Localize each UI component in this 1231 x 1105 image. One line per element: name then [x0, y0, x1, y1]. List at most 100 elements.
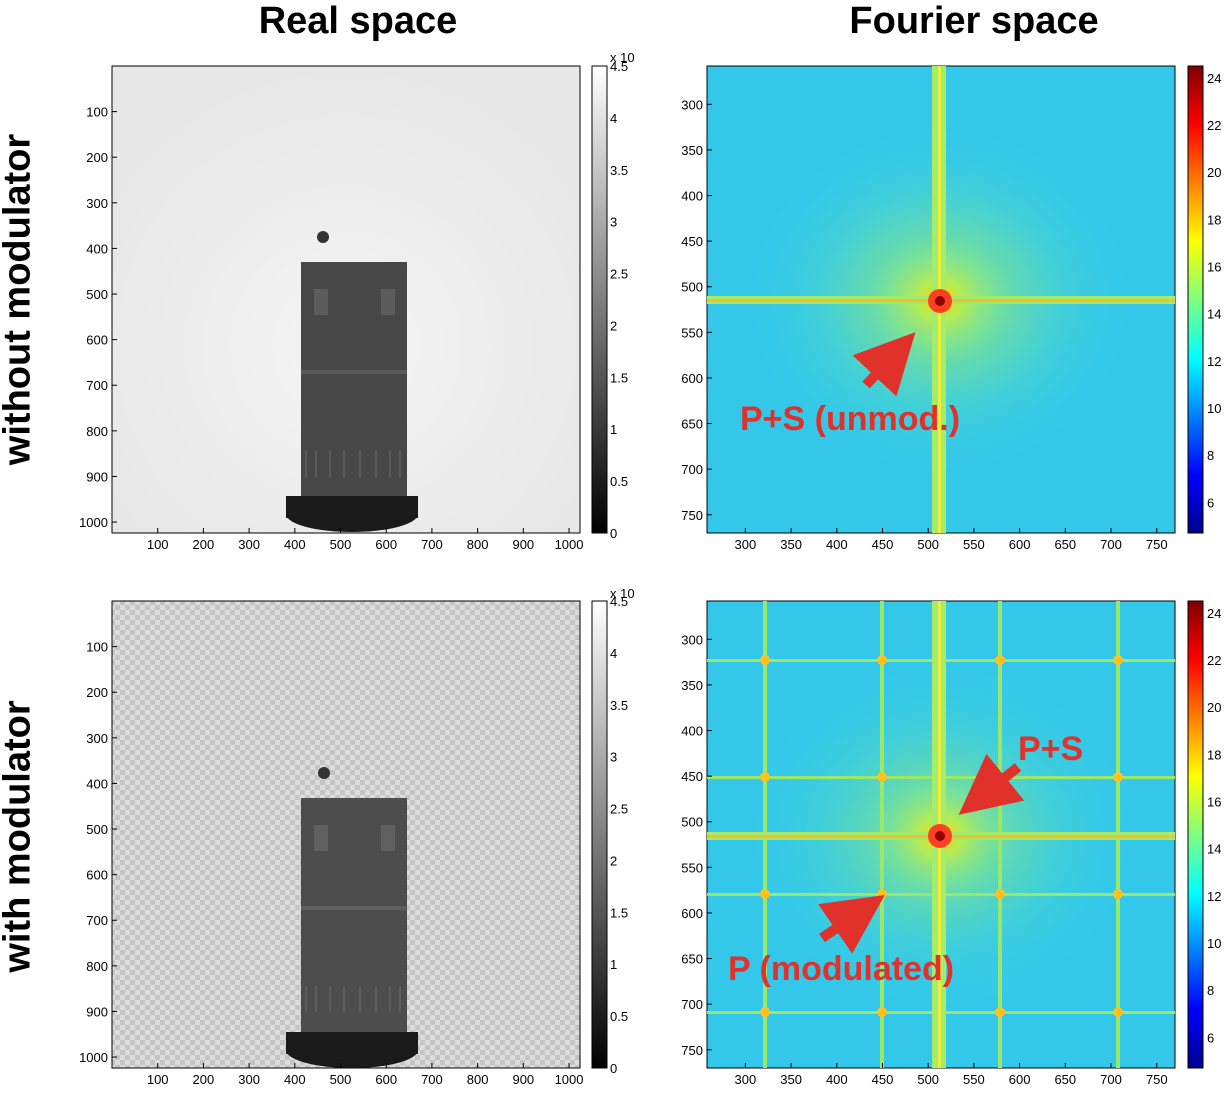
colorbar-multiplier-bottom: x 10 [610, 586, 635, 601]
colorbar-tick-label: 3 [610, 750, 617, 765]
x-tick-label: 600 [375, 1072, 397, 1087]
y-tick-label: 750 [681, 1043, 703, 1058]
x-tick-label: 600 [1009, 537, 1031, 552]
y-tick-label: 650 [681, 417, 703, 432]
arrows [818, 332, 1025, 954]
y-tick-label: 550 [681, 325, 703, 340]
y-tick-label: 100 [86, 105, 108, 120]
x-tick-label: 300 [238, 1072, 260, 1087]
annotation-bottom-ps: P+S [1018, 730, 1083, 768]
colorbar-tick-label: 16 [1207, 794, 1221, 809]
x-tick-label: 200 [193, 537, 215, 552]
colorbar-tick-label: 18 [1207, 212, 1221, 227]
y-tick-label: 200 [86, 685, 108, 700]
y-tick-label: 700 [86, 913, 108, 928]
colorbar-tick-label: 14 [1207, 307, 1221, 322]
y-tick-label: 700 [681, 462, 703, 477]
colorbar-tick-label: 0 [610, 1061, 617, 1076]
x-tick-label: 600 [1009, 1072, 1031, 1087]
colorbar-tick-label: 6 [1207, 1030, 1214, 1045]
x-tick-label: 650 [1054, 537, 1076, 552]
colorbar-tick-label: 1.5 [610, 370, 628, 385]
x-tick-label: 350 [780, 537, 802, 552]
x-tick-label: 700 [1100, 1072, 1122, 1087]
y-tick-label: 600 [86, 333, 108, 348]
colorbar-tick-label: 20 [1207, 165, 1221, 180]
colorbar-tick-label: 14 [1207, 842, 1221, 857]
y-tick-label: 400 [86, 241, 108, 256]
x-tick-label: 750 [1146, 537, 1168, 552]
y-tick-label: 1000 [79, 515, 108, 530]
y-tick-label: 500 [86, 287, 108, 302]
x-tick-label: 450 [872, 537, 894, 552]
x-tick-label: 800 [467, 537, 489, 552]
y-tick-label: 600 [681, 906, 703, 921]
x-tick-label: 900 [512, 537, 534, 552]
tick-layer: 100 200 300 400 500 600 700 800 900 1000100200300… [79, 59, 1221, 1087]
colorbar-tick-label: 10 [1207, 936, 1221, 951]
fourier-space-title: Fourier space [849, 0, 1099, 42]
fourier-panel-bottom [706, 600, 1176, 1069]
y-tick-label: 700 [681, 997, 703, 1012]
y-tick-label: 900 [86, 1004, 108, 1019]
colorbar-tick-label: 22 [1207, 118, 1221, 133]
colorbar-tick-label: 0.5 [610, 1009, 628, 1024]
y-tick-label: 400 [86, 776, 108, 791]
colorbar-tick-label: 2.5 [610, 267, 628, 282]
x-tick-label: 100 [147, 1072, 169, 1087]
y-tick-label: 200 [86, 150, 108, 165]
y-tick-label: 800 [86, 959, 108, 974]
colorbar-tick-label: 4 [610, 111, 617, 126]
colorbar-tick-label: 24 [1207, 71, 1221, 86]
colorbar-tick-label: 2 [610, 853, 617, 868]
x-tick-label: 550 [963, 1072, 985, 1087]
colorbar-tick-label: 12 [1207, 354, 1221, 369]
colorbar-tick-label: 4.5 [610, 594, 628, 609]
annotation-top: P+S (unmod.) [740, 400, 960, 438]
x-tick-label: 400 [284, 537, 306, 552]
colorbar-tick-label: 18 [1207, 747, 1221, 762]
y-tick-label: 350 [681, 143, 703, 158]
y-tick-label: 500 [681, 815, 703, 830]
arrow-ps [958, 753, 1025, 815]
x-tick-label: 600 [375, 537, 397, 552]
colorbar-tick-label: 8 [1207, 448, 1214, 463]
x-tick-label: 500 [330, 1072, 352, 1087]
colorbar-tick-label: 20 [1207, 700, 1221, 715]
colorbar-tick-label: 3.5 [610, 698, 628, 713]
y-tick-label: 300 [86, 196, 108, 211]
x-tick-label: 400 [826, 537, 848, 552]
colorbar-tick-label: 4.5 [610, 59, 628, 74]
y-tick-label: 600 [681, 371, 703, 386]
y-tick-label: 100 [86, 640, 108, 655]
jet-colorbar-top [1187, 65, 1204, 534]
x-tick-label: 500 [917, 1072, 939, 1087]
x-tick-label: 700 [1100, 537, 1122, 552]
x-tick-label: 500 [330, 537, 352, 552]
colorbar-tick-label: 12 [1207, 889, 1221, 904]
y-tick-label: 750 [681, 508, 703, 523]
y-tick-label: 300 [681, 97, 703, 112]
x-tick-label: 300 [735, 1072, 757, 1087]
y-tick-label: 550 [681, 860, 703, 875]
x-tick-label: 450 [872, 1072, 894, 1087]
colorbar-tick-label: 24 [1207, 606, 1221, 621]
y-tick-label: 1000 [79, 1050, 108, 1065]
colorbar-tick-label: 3 [610, 215, 617, 230]
x-tick-label: 900 [512, 1072, 534, 1087]
real-panel-bottom [111, 600, 581, 1069]
colorbar-tick-label: 4 [610, 646, 617, 661]
x-tick-label: 400 [826, 1072, 848, 1087]
sphere-marker [317, 231, 329, 243]
colorbar-tick-label: 2 [610, 318, 617, 333]
real-panel-top [111, 65, 581, 534]
x-tick-label: 300 [238, 537, 260, 552]
y-tick-label: 300 [681, 632, 703, 647]
y-tick-label: 450 [681, 234, 703, 249]
sphere-marker [318, 767, 330, 779]
arrow-p [818, 895, 885, 954]
colorbar-tick-label: 2.5 [610, 802, 628, 817]
y-tick-label: 350 [681, 678, 703, 693]
colorbar-tick-label: 1 [610, 957, 617, 972]
y-tick-label: 500 [681, 280, 703, 295]
